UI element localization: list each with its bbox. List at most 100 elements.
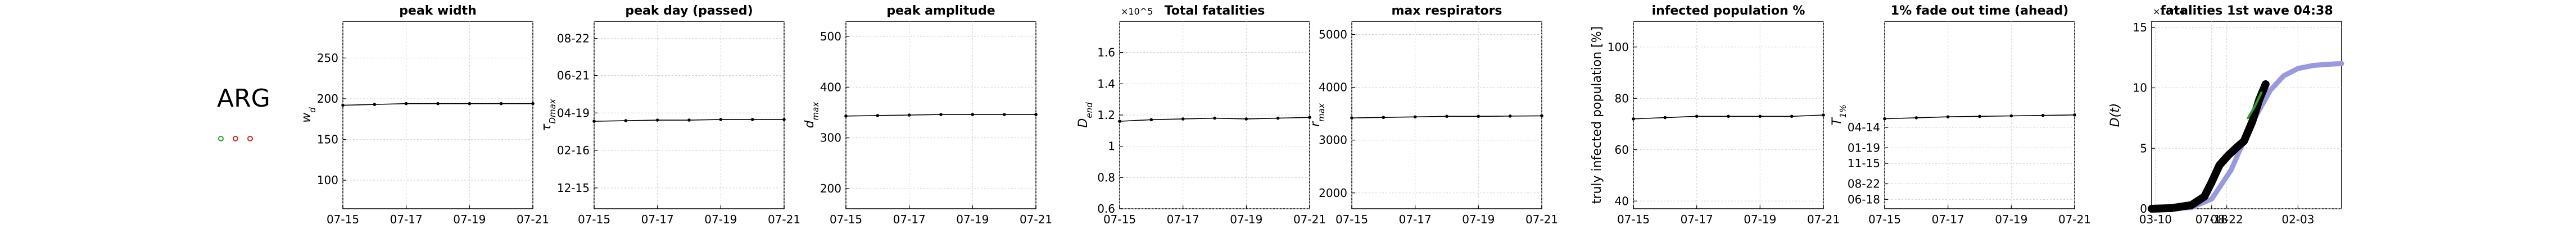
chart-title: peak amplitude — [886, 4, 995, 18]
data-point — [436, 102, 440, 105]
data-point — [624, 119, 628, 122]
data-point — [1350, 116, 1353, 120]
x-tick-label: 07-15 — [1868, 213, 1901, 226]
chart-panel-1: 07-15 07-17 07-19 07-21 100 150 200 250 peak wid… — [300, 4, 549, 226]
data-point — [1663, 116, 1667, 120]
y-tick-label: 0.6 — [1097, 202, 1115, 215]
y-tick-label: 0.8 — [1097, 171, 1115, 184]
x-tick-label: 07-21 — [517, 213, 549, 226]
data-point — [1382, 116, 1386, 120]
x-tick-label: 07-21 — [1293, 213, 1326, 226]
data-point — [1118, 120, 1121, 123]
axis-multiplier: ×10^4 — [2153, 6, 2185, 17]
data-point — [341, 103, 345, 107]
data-point — [1632, 117, 1635, 121]
red-circle-marker-3 — [247, 136, 253, 141]
x-tick-label: 07-19 — [704, 213, 737, 226]
x-tick-label: 07-17 — [1681, 213, 1713, 226]
y-axis-label: dmax — [803, 102, 821, 129]
data-point — [373, 103, 377, 106]
data-point — [655, 118, 659, 122]
y-axis-label: τDmax — [540, 99, 558, 131]
data-point — [1695, 114, 1699, 118]
y-tick-label: 08-22 — [1848, 177, 1880, 191]
y-tick-label: 1 — [1108, 140, 1115, 153]
data-point — [1244, 117, 1248, 121]
data-point — [719, 118, 723, 121]
data-point — [876, 114, 880, 117]
y-tick-label: 300 — [820, 131, 841, 145]
series-line-3 — [2247, 91, 2263, 120]
data-point — [2041, 113, 2045, 117]
data-point — [1727, 114, 1730, 118]
chart-panel-4: 07-15 07-17 07-19 07-21 0.6 0.8 1 1.2 1.4 1.6 Tota… — [1076, 4, 1326, 226]
data-point — [2073, 113, 2076, 117]
y-axis-label: truly infected population [%] — [1590, 26, 1604, 204]
chart-panel-8: 07-18 02-03 08-22 03-100 5 10 15 fatalities 1st… — [2108, 4, 2344, 226]
y-tick-label: 06-21 — [557, 68, 590, 82]
y-tick-label: 500 — [820, 30, 841, 43]
data-point — [592, 120, 596, 123]
y-tick-label: 08-22 — [557, 32, 590, 45]
y-axis-label: T1% — [1830, 104, 1848, 125]
x-tick-label: 07-19 — [1462, 213, 1495, 226]
data-point — [750, 118, 754, 121]
data-point — [1978, 114, 1981, 118]
y-axis-label: D(t) — [2108, 103, 2122, 127]
x-tick-label: 07-19 — [1995, 213, 2027, 226]
country-label: ARG — [217, 84, 270, 113]
data-point — [1946, 115, 1950, 119]
y-tick-label: 0 — [2140, 202, 2147, 215]
y-tick-label: 11-15 — [1848, 157, 1880, 170]
x-tick-label: 07-15 — [830, 213, 862, 226]
red-circle-marker-2 — [233, 136, 238, 141]
y-tick-label: 04-14 — [1848, 121, 1880, 134]
y-tick-label: 10 — [2133, 81, 2147, 95]
data-point — [1758, 114, 1762, 118]
y-tick-label: 1.6 — [1097, 46, 1115, 59]
y-tick-label: 150 — [317, 133, 338, 146]
chart-panel-3: 07-15 07-17 07-19 07-21 200 300 400 500 peak amp… — [803, 4, 1052, 226]
x-tick-label: 07-21 — [2058, 213, 2091, 226]
x-tick-label: 07-19 — [453, 213, 486, 226]
y-tick-label: 5 — [2140, 141, 2147, 155]
y-tick-label: 12-15 — [557, 181, 590, 195]
y-axis-label: Dend — [1076, 102, 1094, 128]
x-tick-label: 08-22 — [2211, 213, 2243, 226]
status-markers — [218, 136, 253, 141]
x-tick-label: 07-17 — [1167, 213, 1199, 226]
plot-area — [2151, 21, 2342, 209]
y-tick-label: 04-19 — [557, 106, 590, 120]
data-point — [1883, 117, 1886, 121]
data-point — [939, 113, 943, 116]
x-tick-label: 07-21 — [768, 213, 800, 226]
x-tick-label: 07-21 — [1525, 213, 1558, 226]
data-point — [1445, 114, 1448, 118]
y-tick-label: 1.4 — [1097, 77, 1115, 90]
series-line-1 — [2149, 61, 2344, 212]
chart-panel-5: 07-15 07-17 07-19 07-21 2000 3000 4000 5000 max … — [1309, 4, 1558, 226]
x-tick-label: 07-17 — [390, 213, 423, 226]
chart-panel-2: 07-15 07-17 07-19 07-21 12-15 02-16 04-19 06-21… — [540, 4, 800, 226]
data-point — [1822, 113, 1825, 117]
data-point — [1308, 116, 1311, 119]
y-tick-label: 40 — [1615, 194, 1629, 208]
data-point — [2009, 114, 2013, 118]
y-tick-label: 3000 — [1319, 134, 1347, 147]
y-tick-label: 15 — [2133, 21, 2147, 34]
chart-title: Total fatalities — [1165, 4, 1265, 18]
y-tick-label: 06-18 — [1848, 192, 1880, 206]
data-point — [844, 114, 848, 118]
x-tick-label: 07-17 — [1932, 213, 1964, 226]
data-point — [404, 102, 408, 105]
y-tick-label: 5000 — [1319, 28, 1347, 42]
data-point — [1508, 114, 1512, 118]
chart-title: fatalities 1st wave 04:38 — [2160, 4, 2333, 18]
x-tick-label: 07-15 — [327, 213, 359, 226]
y-tick-label: 400 — [820, 80, 841, 94]
x-tick-label: 02-03 — [2281, 213, 2314, 226]
y-tick-label: 200 — [820, 182, 841, 195]
data-point — [1790, 114, 1794, 118]
x-tick-label: 07-19 — [956, 213, 989, 226]
